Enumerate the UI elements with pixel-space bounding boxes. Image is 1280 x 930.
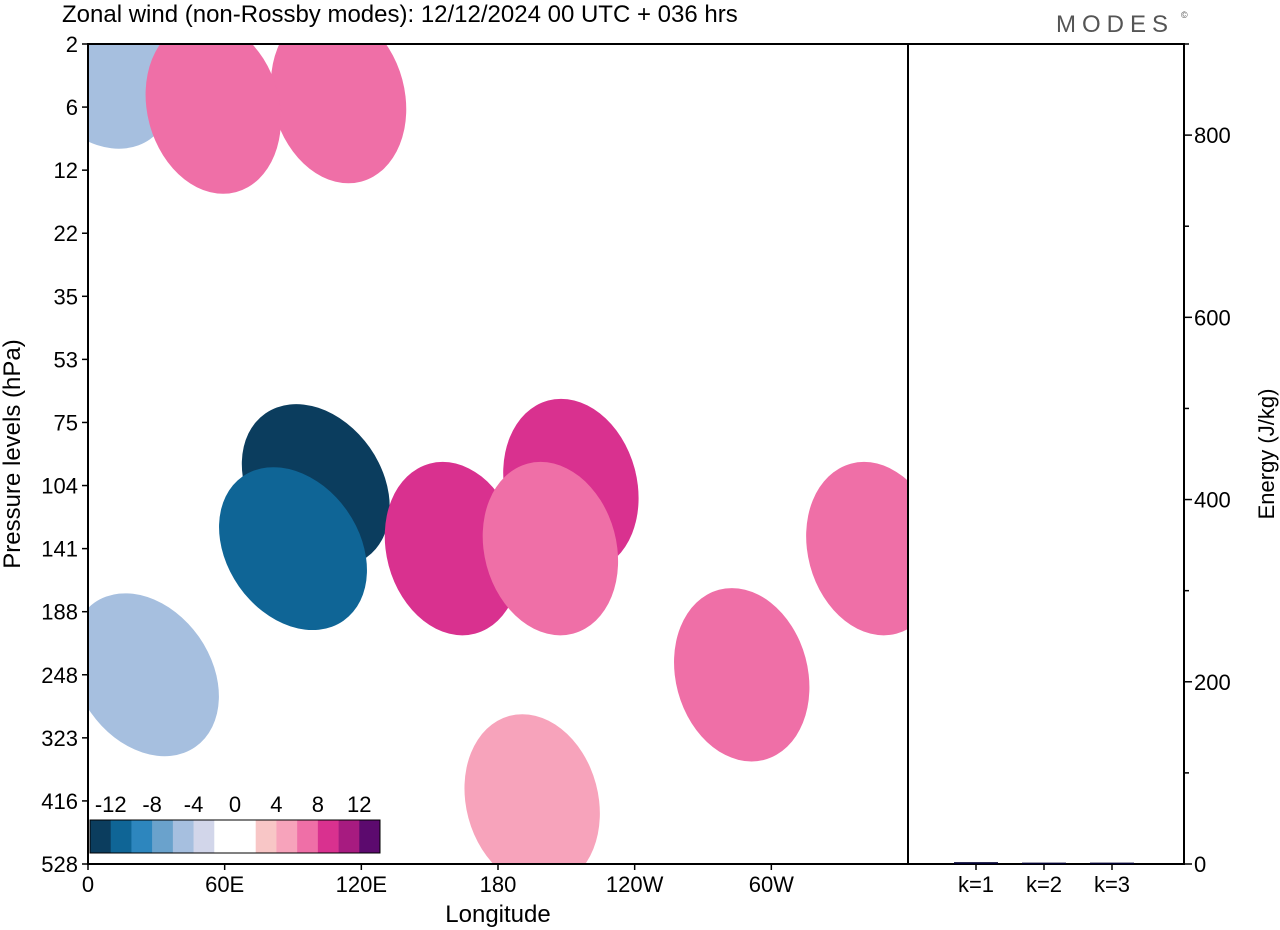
- energy-tick-label: 600: [1194, 305, 1231, 330]
- wavenumber-label: k=3: [1094, 872, 1130, 897]
- longitude-tick-label: 120W: [606, 872, 664, 897]
- contour-region: [674, 588, 810, 762]
- pressure-tick-label: 248: [41, 663, 78, 688]
- energy-tick-label: 400: [1194, 488, 1231, 513]
- contour-field: [88, 44, 908, 864]
- colorbar-swatch: [317, 820, 339, 853]
- pressure-tick-label: 22: [54, 221, 78, 246]
- pressure-tick-label: 12: [54, 158, 78, 183]
- colorbar-swatch: [193, 820, 215, 853]
- contour-region: [464, 714, 600, 864]
- pressure-tick-label: 2: [66, 32, 78, 57]
- contour-region: [219, 467, 367, 631]
- colorbar-swatch: [297, 820, 319, 853]
- pressure-tick-label: 416: [41, 789, 78, 814]
- longitude-tick-label: 60E: [205, 872, 244, 897]
- colorbar-label: 4: [270, 792, 282, 817]
- modes-logo-text: MODES: [1056, 11, 1174, 38]
- colorbar-label: -4: [184, 792, 204, 817]
- pressure-tick-label: 53: [54, 347, 78, 372]
- longitude-tick-label: 120E: [336, 872, 387, 897]
- colorbar-outline: [89, 819, 381, 854]
- colorbar-swatch: [359, 820, 381, 853]
- colorbar-swatch: [110, 820, 132, 853]
- colorbar-legend: -12 -8 -4 0 4 8 12: [89, 788, 381, 862]
- contour-region: [384, 461, 521, 636]
- contour-region: [88, 44, 174, 149]
- contour-region: [806, 461, 908, 636]
- longitude-tick-label: 180: [480, 872, 517, 897]
- contour-region: [145, 44, 281, 194]
- contour-region: [270, 44, 407, 184]
- contour-band: [145, 44, 281, 194]
- energy-bar: [1022, 862, 1066, 865]
- pressure-tick-label: 528: [41, 852, 78, 877]
- contour-band: [674, 588, 810, 762]
- x-axis-title: Longitude: [445, 901, 550, 928]
- energy-axis: 0 200 400 600 800: [1184, 43, 1231, 877]
- pressure-tick-label: 323: [41, 726, 78, 751]
- contour-band: [384, 461, 521, 636]
- colorbar-swatch: [338, 820, 360, 853]
- longitude-axis: 0 60E 120E 180 120W 60W: [82, 864, 794, 897]
- energy-tick-label: 200: [1194, 670, 1231, 695]
- colorbar-swatch: [235, 820, 257, 853]
- colorbar-swatch: [90, 820, 112, 853]
- colorbar-swatch: [131, 820, 153, 853]
- colorbar-label: 0: [229, 792, 241, 817]
- energy-bars: k=1 k=2 k=3: [954, 862, 1134, 897]
- pressure-tick-label: 141: [41, 537, 78, 562]
- longitude-tick-label: 60W: [749, 872, 794, 897]
- pressure-tick-label: 104: [41, 474, 78, 499]
- longitude-tick-label: 0: [82, 872, 94, 897]
- colorbar-swatch: [214, 820, 236, 853]
- chart-title: Zonal wind (non-Rossby modes): 12/12/202…: [62, 1, 738, 28]
- y-axis-title: Pressure levels (hPa): [0, 339, 26, 568]
- contour-band: [88, 593, 219, 757]
- energy-axis-title: Energy (J/kg): [1254, 389, 1279, 520]
- wavenumber-label: k=2: [1026, 872, 1062, 897]
- pressure-tick-label: 35: [54, 284, 78, 309]
- contour-region: [88, 593, 219, 757]
- contour-band: [88, 44, 174, 149]
- pressure-tick-label: 188: [41, 600, 78, 625]
- contour-band: [806, 461, 908, 636]
- pressure-tick-label: 6: [66, 95, 78, 120]
- contour-band: [270, 44, 407, 184]
- energy-bar: [954, 862, 998, 864]
- wavenumber-label: k=1: [958, 872, 994, 897]
- modes-logo: MODES ©: [1056, 10, 1188, 38]
- colorbar-swatch: [255, 820, 277, 853]
- contour-band: [219, 467, 367, 631]
- pressure-tick-label: 75: [54, 410, 78, 435]
- colorbar-swatch: [276, 820, 298, 853]
- contour-region: [482, 461, 619, 636]
- colorbar-label: 12: [347, 792, 371, 817]
- modes-logo-mark: ©: [1181, 10, 1188, 20]
- colorbar-swatch: [152, 820, 174, 853]
- contour-band: [464, 714, 600, 864]
- colorbar-label: 8: [312, 792, 324, 817]
- energy-tick-label: 800: [1194, 123, 1231, 148]
- colorbar-label: -8: [142, 792, 162, 817]
- contour-band: [482, 461, 619, 636]
- energy-bar: [1090, 862, 1134, 865]
- energy-plot-frame: [907, 43, 1185, 865]
- colorbar-swatch: [172, 820, 194, 853]
- pressure-axis: 2 6 12 22 35 53 75 104 141 188 248 323 416 528: [41, 32, 88, 877]
- colorbar-label: -12: [95, 792, 127, 817]
- energy-tick-label: 0: [1194, 852, 1206, 877]
